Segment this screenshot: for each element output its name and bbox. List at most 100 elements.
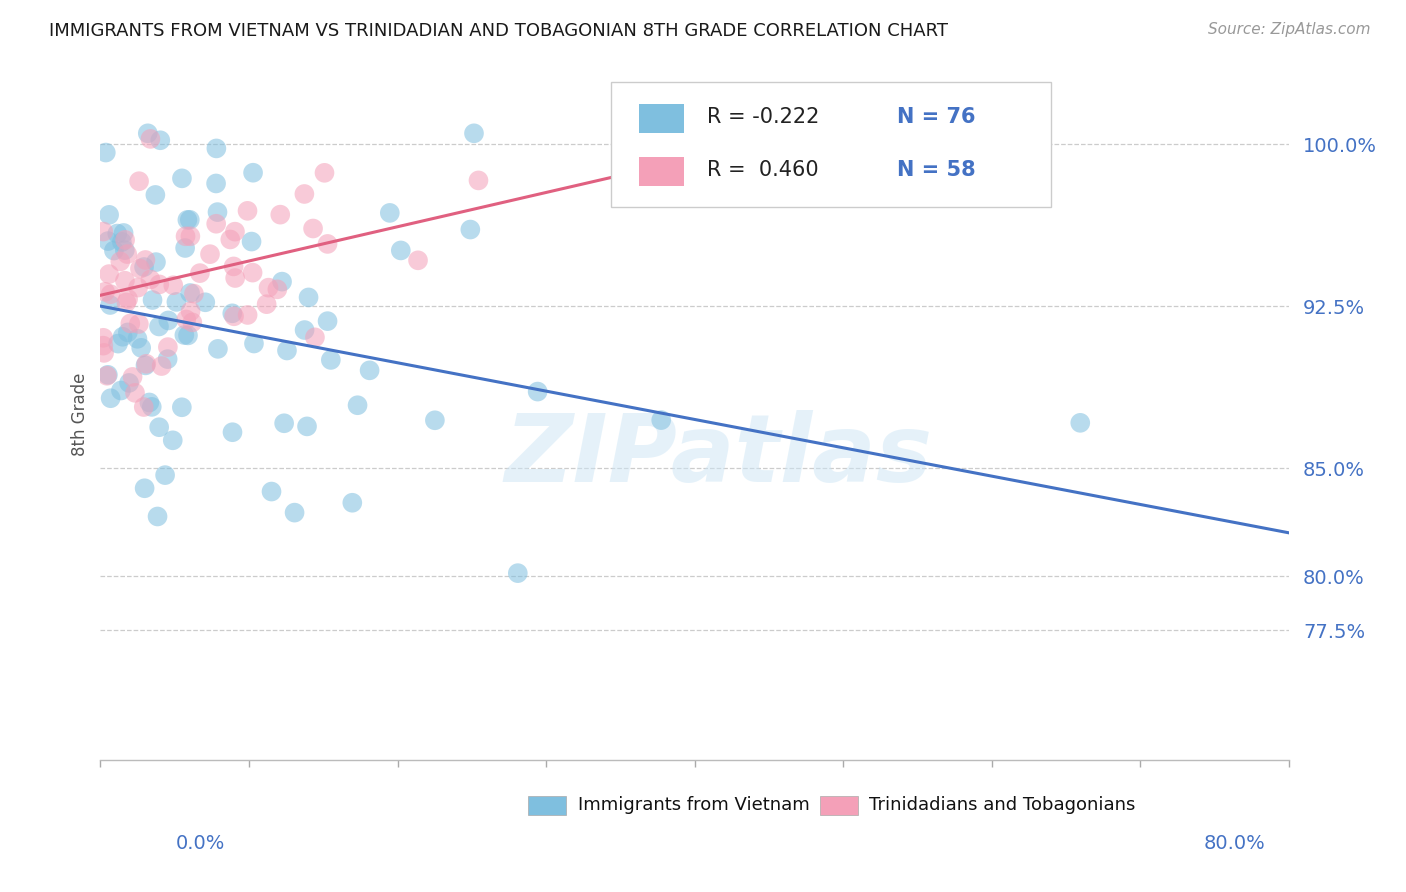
Point	[236, 308, 259, 322]
Point	[183, 286, 205, 301]
Point	[127, 332, 149, 346]
Point	[222, 260, 245, 274]
FancyBboxPatch shape	[638, 157, 683, 186]
Point	[110, 254, 132, 268]
Point	[117, 292, 139, 306]
Point	[111, 235, 134, 249]
Point	[389, 244, 412, 258]
Point	[146, 509, 169, 524]
Point	[269, 208, 291, 222]
Point	[314, 166, 336, 180]
Point	[292, 186, 315, 201]
FancyBboxPatch shape	[638, 103, 683, 133]
Text: N = 76: N = 76	[897, 107, 976, 127]
Point	[129, 341, 152, 355]
Point	[98, 298, 121, 312]
Point	[100, 287, 122, 301]
Point	[506, 566, 529, 581]
Point	[273, 417, 295, 431]
Point	[141, 293, 163, 307]
Point	[378, 206, 401, 220]
Point	[132, 260, 155, 274]
Point	[145, 255, 167, 269]
Point	[97, 368, 120, 382]
Point	[100, 391, 122, 405]
Point	[134, 359, 156, 373]
Point	[98, 208, 121, 222]
Text: R = -0.222: R = -0.222	[707, 107, 818, 127]
Point	[94, 285, 117, 299]
Point	[103, 244, 125, 258]
Point	[127, 280, 149, 294]
Point	[118, 376, 141, 390]
Point	[463, 126, 485, 140]
Point	[266, 282, 288, 296]
Y-axis label: 8th Grade: 8th Grade	[72, 372, 89, 456]
Point	[114, 274, 136, 288]
Point	[115, 295, 138, 310]
Point	[346, 398, 368, 412]
Point	[260, 484, 283, 499]
Point	[221, 425, 243, 440]
Point	[156, 340, 179, 354]
Point	[173, 328, 195, 343]
Point	[124, 385, 146, 400]
Point	[205, 177, 228, 191]
Point	[1069, 416, 1091, 430]
Text: ZIPatlas: ZIPatlas	[505, 409, 932, 501]
Point	[149, 133, 172, 147]
Point	[242, 266, 264, 280]
Point	[207, 205, 229, 219]
Point	[181, 315, 204, 329]
Point	[170, 401, 193, 415]
Point	[153, 468, 176, 483]
Text: Trinidadians and Tobagonians: Trinidadians and Tobagonians	[869, 797, 1136, 814]
Point	[242, 166, 264, 180]
Text: Immigrants from Vietnam: Immigrants from Vietnam	[578, 797, 810, 814]
Point	[316, 236, 339, 251]
Point	[177, 328, 200, 343]
Point	[295, 419, 318, 434]
Point	[148, 277, 170, 292]
Point	[180, 304, 202, 318]
Point	[460, 222, 482, 236]
Point	[219, 232, 242, 246]
Point	[150, 359, 173, 373]
Point	[105, 227, 128, 241]
Point	[93, 346, 115, 360]
Point	[114, 233, 136, 247]
Point	[98, 267, 121, 281]
Point	[156, 352, 179, 367]
Point	[129, 261, 152, 276]
Point	[97, 234, 120, 248]
Point	[134, 481, 156, 495]
Point	[110, 384, 132, 398]
Point	[174, 312, 197, 326]
Point	[91, 331, 114, 345]
Point	[139, 272, 162, 286]
Point	[304, 330, 326, 344]
Text: IMMIGRANTS FROM VIETNAM VS TRINIDADIAN AND TOBAGONIAN 8TH GRADE CORRELATION CHAR: IMMIGRANTS FROM VIETNAM VS TRINIDADIAN A…	[49, 22, 948, 40]
Point	[91, 339, 114, 353]
Point	[176, 213, 198, 227]
Point	[145, 188, 167, 202]
Point	[224, 271, 246, 285]
Point	[198, 247, 221, 261]
Point	[236, 203, 259, 218]
Point	[107, 336, 129, 351]
Point	[302, 221, 325, 235]
Point	[135, 357, 157, 371]
Point	[243, 336, 266, 351]
Point	[170, 171, 193, 186]
FancyBboxPatch shape	[529, 796, 567, 815]
Point	[205, 141, 228, 155]
Point	[114, 243, 136, 257]
Point	[157, 313, 180, 327]
Text: N = 58: N = 58	[897, 160, 976, 180]
Point	[240, 235, 263, 249]
Point	[115, 247, 138, 261]
Point	[111, 330, 134, 344]
Point	[165, 294, 187, 309]
Point	[179, 212, 201, 227]
Point	[257, 280, 280, 294]
